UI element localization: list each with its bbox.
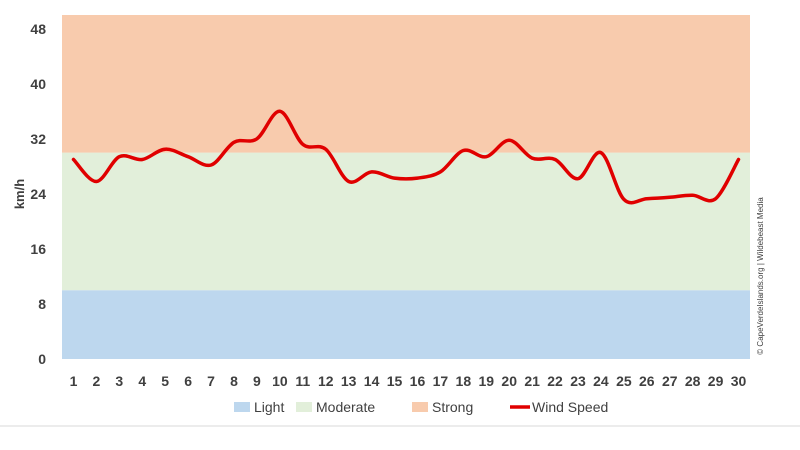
x-tick-label: 17 [433,373,449,389]
x-tick-label: 29 [708,373,724,389]
x-tick-label: 8 [230,373,238,389]
y-tick-label: 0 [38,351,46,367]
x-tick-label: 15 [387,373,403,389]
y-tick-label: 16 [30,241,46,257]
x-tick-label: 24 [593,373,609,389]
x-tick-label: 19 [478,373,494,389]
x-tick-labels: 1 2 3 4 5 6 7 8 9 10 11 12 13 14 15 16 17 18 19 20 21 22 23 24 2… [70,373,747,389]
x-tick-label: 25 [616,373,632,389]
x-tick-label: 7 [207,373,215,389]
x-tick-label: 28 [685,373,701,389]
legend-swatch-light [234,402,250,412]
x-tick-label: 27 [662,373,678,389]
y-tick-label: 40 [30,76,46,92]
series-line-wind-speed [71,109,741,205]
band-light [62,290,750,359]
x-tick-label: 11 [295,373,310,389]
x-tick-label: 4 [138,373,146,389]
legend-label-wind-speed: Wind Speed [532,399,608,415]
y-axis-label: km/h [12,179,27,209]
y-tick-label: 8 [38,296,46,312]
legend: Light Moderate Strong Wind Speed [234,399,608,415]
bands-layer [62,15,750,359]
x-tick-label: 2 [93,373,101,389]
x-tick-label: 30 [731,373,747,389]
x-tick-label: 26 [639,373,655,389]
x-tick-label: 9 [253,373,261,389]
y-tick-label: 24 [30,186,46,202]
x-tick-label: 5 [161,373,169,389]
series-layer [71,109,741,205]
x-tick-label: 12 [318,373,334,389]
x-tick-label: 14 [364,373,380,389]
x-tick-label: 22 [547,373,563,389]
x-tick-label: 16 [410,373,426,389]
legend-label-light: Light [254,399,284,415]
credit-annotation: © CapeVerdeIslands.org | Wildebeast Medi… [756,197,765,355]
band-strong [62,15,750,153]
legend-swatch-strong [412,402,428,412]
x-tick-label: 23 [570,373,586,389]
x-tick-label: 21 [524,373,540,389]
x-tick-label: 1 [70,373,78,389]
x-tick-label: 3 [115,373,123,389]
legend-label-strong: Strong [432,399,473,415]
x-tick-label: 18 [456,373,472,389]
y-tick-label: 48 [30,21,46,37]
x-tick-label: 13 [341,373,357,389]
x-tick-label: 10 [272,373,288,389]
x-tick-label: 20 [501,373,517,389]
legend-label-moderate: Moderate [316,399,375,415]
y-tick-label: 32 [30,131,46,147]
y-tick-labels: 0 8 16 24 32 40 48 [30,21,46,367]
x-tick-label: 6 [184,373,192,389]
band-moderate [62,152,750,291]
legend-swatch-moderate [296,402,312,412]
